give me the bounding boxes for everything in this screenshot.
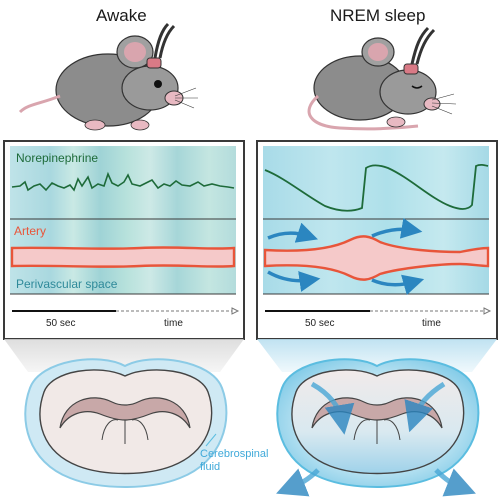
csf-label: Cerebrospinal fluid xyxy=(200,448,269,473)
time-axis-label-awake: time xyxy=(164,318,183,329)
nrem-panel xyxy=(256,140,498,340)
norepinephrine-trace-awake xyxy=(11,171,235,192)
condition-label-nrem: NREM sleep xyxy=(330,6,426,25)
norepinephrine-trace-nrem xyxy=(264,163,489,212)
mouse-awake-icon xyxy=(18,22,198,131)
artery-nrem xyxy=(263,235,490,281)
time-axis-label-nrem: time xyxy=(422,318,441,329)
flow-arrow-icon xyxy=(267,270,321,292)
timescale-label-nrem: 50 sec xyxy=(305,318,335,329)
flow-arrow-icon xyxy=(267,222,318,243)
condition-label-awake: Awake xyxy=(96,6,147,25)
csf-pointer xyxy=(205,433,217,447)
brain-section-icon xyxy=(24,358,228,488)
norepinephrine-label-awake: Norepinephrine xyxy=(16,151,99,165)
flow-arrow-icon xyxy=(276,468,320,497)
flow-arrow-icon xyxy=(310,381,355,435)
timescale-label-awake: 50 sec xyxy=(46,318,76,329)
perivascular-label-awake: Perivascular space xyxy=(16,277,118,291)
flow-arrow-icon xyxy=(371,217,423,239)
artery-awake xyxy=(10,246,236,268)
artery-label-awake: Artery xyxy=(14,224,47,238)
mouse-sleeping-icon xyxy=(307,26,457,131)
flow-arrow-icon xyxy=(371,274,425,295)
awake-panel xyxy=(3,140,245,340)
brain-section-icon xyxy=(276,358,480,497)
flow-arrow-icon xyxy=(404,381,446,433)
flow-arrow-icon xyxy=(434,468,476,497)
